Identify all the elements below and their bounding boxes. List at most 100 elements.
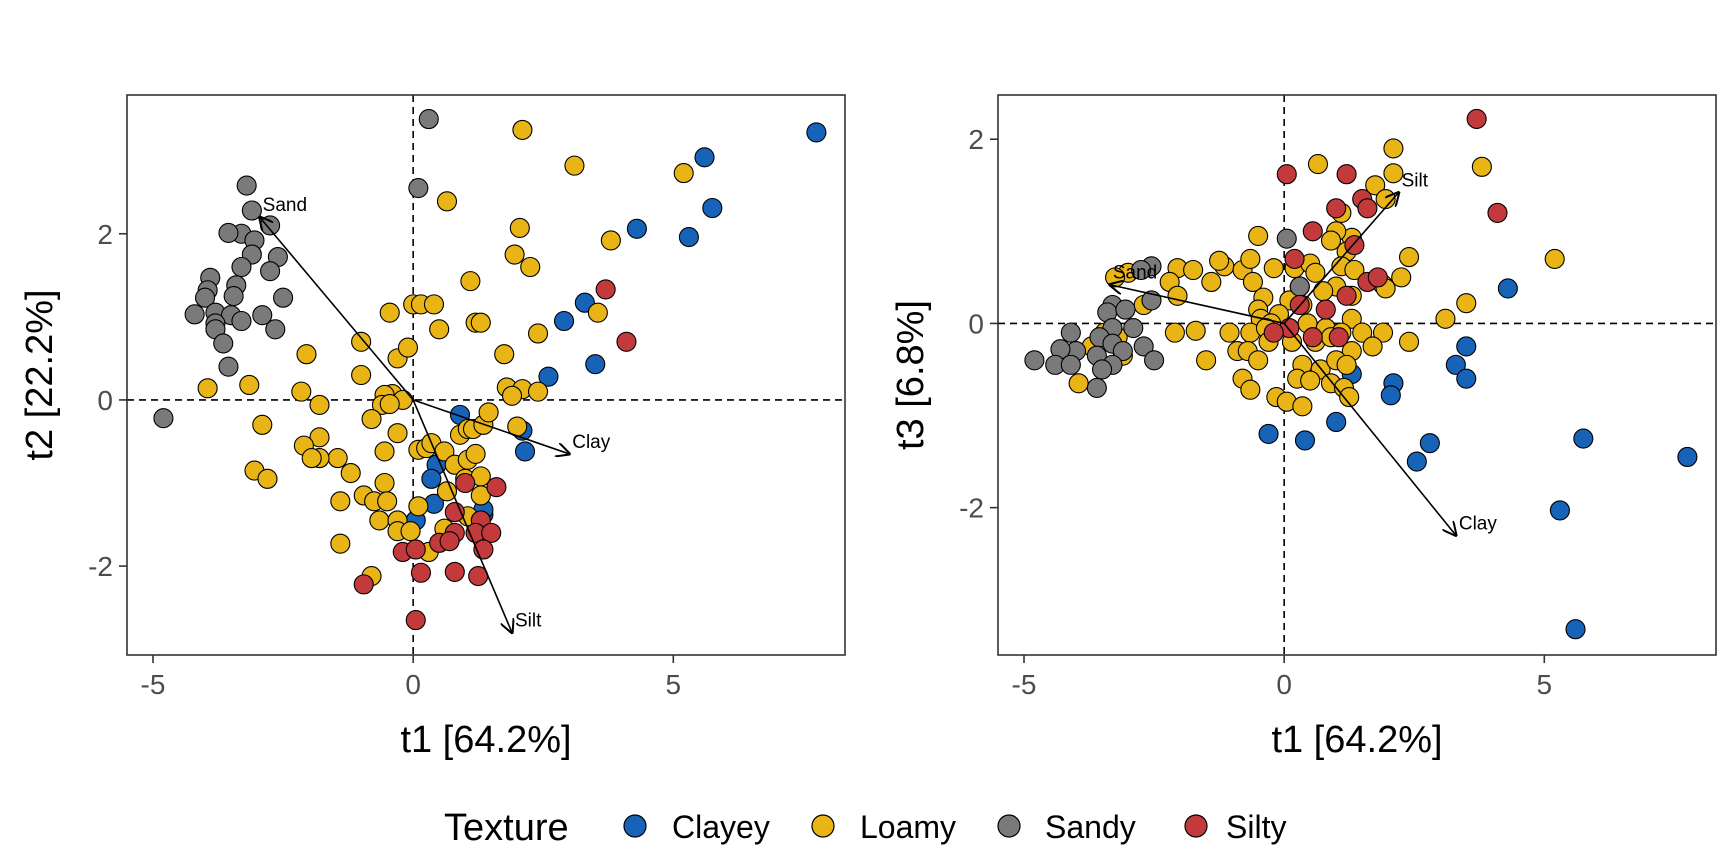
left-y-tick-label: 0 [97,385,113,416]
right-point-silty [1336,285,1357,306]
left-point-silty [444,561,465,582]
right-point-loamy [1471,156,1492,177]
right-point-silty [1367,267,1388,288]
left-point-sandy [223,286,244,307]
left-point-loamy [257,468,278,489]
right-point-loamy [1398,247,1420,268]
right-point-loamy [1341,308,1362,329]
left-point-loamy [387,423,408,444]
right-point-clayey [1294,430,1316,451]
right-point-loamy [1185,320,1206,341]
right-point-loamy [1372,322,1394,343]
left-point-loamy [436,191,458,212]
left-point-loamy [673,163,694,184]
right-point-sandy [1115,299,1136,320]
left-point-silty [439,531,460,552]
right-point-loamy [1456,293,1477,314]
legend-label-clayey: Clayey [672,809,770,845]
right-point-clayey [1497,278,1518,299]
left-point-loamy [465,443,486,464]
right-loading-label-sand: Sand [1113,263,1157,284]
left-point-sandy [184,304,205,325]
left-point-loamy [527,381,549,402]
left-point-sandy [236,175,257,196]
right-point-loamy [1201,271,1222,293]
left-point-loamy [309,427,330,448]
right-y-tick-label: -2 [959,493,984,524]
right-point-loamy [1398,331,1420,352]
right-loading-arrow-sand [1110,285,1285,325]
right-point-sandy [1123,317,1144,339]
right-point-loamy [1263,258,1284,279]
right-y-tick-label: 0 [968,308,984,339]
right-point-silty [1276,164,1297,185]
right-point-silty [1336,164,1357,185]
left-loading-label-clay: Clay [572,432,611,453]
legend-label-loamy: Loamy [860,809,956,845]
left-point-clayey [702,197,723,219]
left-point-loamy [374,472,395,494]
right-point-silty [1487,202,1508,223]
right-y-axis-title: t3 [6.8%] [890,300,932,450]
left-point-loamy [470,312,491,333]
left-point-loamy [600,230,621,251]
left-point-loamy [197,378,218,399]
right-point-loamy [1383,163,1404,184]
right-point-silty [1344,235,1365,256]
right-point-silty [1315,299,1336,320]
right-point-clayey [1456,368,1477,389]
left-point-loamy [369,510,390,531]
left-point-silty [595,279,616,300]
right-point-loamy [1183,259,1204,281]
right-point-loamy [1313,281,1334,302]
left-point-silty [353,574,374,595]
left-point-clayey [538,366,559,387]
right-point-loamy [1248,350,1269,371]
left-point-sandy [153,408,174,429]
left-y-axis-title: t2 [22.2%] [19,289,61,460]
right-point-loamy [1248,225,1269,246]
left-point-loamy [527,323,549,344]
right-point-sandy [1133,336,1154,357]
right-panel: Sand Silt Clay -5 0 5 -2 0 2 t1 [64.2%] t3 [6.8%] [890,94,1717,761]
left-point-loamy [361,408,382,430]
right-point-sandy [1060,322,1081,343]
right-point-clayey [1380,385,1401,406]
right-loading-label-clay: Clay [1459,513,1498,534]
legend-key-clayey [623,814,647,838]
left-point-loamy [397,337,419,358]
legend-key-silty [1184,814,1208,838]
legend-key-sandy [997,814,1021,838]
right-point-silty [1326,198,1347,219]
left-point-loamy [512,119,533,140]
left-point-loamy [587,302,608,323]
left-point-clayey [553,310,575,332]
right-point-loamy [1339,387,1360,408]
left-point-sandy [218,356,239,377]
right-x-tick-label: 5 [1537,669,1553,700]
left-point-loamy [423,294,445,315]
right-point-silty [1302,327,1323,348]
left-x-tick-label: 0 [405,669,421,700]
left-point-loamy [309,394,330,415]
left-point-loamy [436,481,458,502]
right-point-silty [1263,322,1284,343]
right-x-axis-title: t1 [64.2%] [1271,719,1442,761]
left-point-silty [486,477,507,498]
right-point-silty [1466,108,1487,129]
legend-key-loamy [811,814,835,838]
right-point-clayey [1326,411,1347,433]
left-point-loamy [379,302,400,323]
legend-title: Texture [444,807,569,849]
left-point-loamy [330,491,351,512]
left-point-loamy [301,448,322,469]
right-point-sandy [1131,259,1152,281]
legend: Texture Clayey Loamy Sandy Silty [444,807,1286,849]
right-point-clayey [1406,451,1427,472]
right-point-loamy [1383,138,1404,159]
left-point-silty [616,331,637,352]
right-point-loamy [1240,248,1261,269]
left-point-sandy [273,287,294,308]
right-point-clayey [1565,619,1586,640]
left-point-silty [410,562,432,583]
